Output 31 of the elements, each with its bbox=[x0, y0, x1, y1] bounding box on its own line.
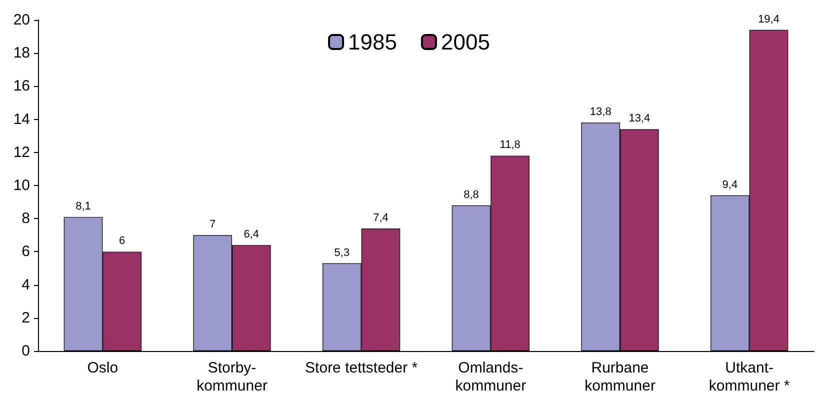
y-tick-label: 12 bbox=[13, 144, 30, 161]
x-tick-label: Utkant- kommuner * bbox=[708, 360, 790, 394]
data-label: 13,8 bbox=[590, 106, 612, 118]
data-label: 6,4 bbox=[244, 228, 260, 241]
data-label: 7 bbox=[210, 218, 216, 231]
y-tick-label: 14 bbox=[13, 110, 30, 128]
x-tick-label: Rurbane kommuner bbox=[584, 360, 656, 394]
y-tick-label: 4 bbox=[22, 276, 30, 294]
data-label: 8,8 bbox=[464, 188, 479, 201]
data-label: 19,4 bbox=[758, 13, 780, 26]
data-label: 8,1 bbox=[76, 200, 91, 212]
data-label: 13,4 bbox=[628, 112, 650, 125]
data-label: 5,3 bbox=[334, 246, 350, 259]
y-tick-label: 18 bbox=[13, 44, 30, 62]
y-tick-label: 20 bbox=[13, 12, 30, 28]
y-tick-label: 10 bbox=[13, 177, 30, 194]
legend-label: 2005 bbox=[441, 30, 490, 54]
y-tick-label: 8 bbox=[22, 210, 30, 228]
data-label: 9,4 bbox=[722, 178, 738, 191]
x-tick-label: Store tettsteder * bbox=[305, 360, 418, 376]
y-tick-label: 16 bbox=[13, 78, 30, 95]
data-label: 11,8 bbox=[500, 139, 520, 152]
x-tick-label: Omlands- kommuner bbox=[455, 360, 526, 394]
y-tick-label: 0 bbox=[22, 342, 30, 360]
x-tick-label: Oslo bbox=[87, 360, 118, 376]
legend-label: 1985 bbox=[348, 30, 398, 54]
y-tick-label: 2 bbox=[22, 309, 30, 326]
y-tick-label: 6 bbox=[22, 243, 30, 260]
data-label: 7,4 bbox=[373, 212, 388, 224]
data-label: 6 bbox=[119, 235, 126, 248]
x-tick-label: Storby- kommuner bbox=[196, 360, 268, 394]
